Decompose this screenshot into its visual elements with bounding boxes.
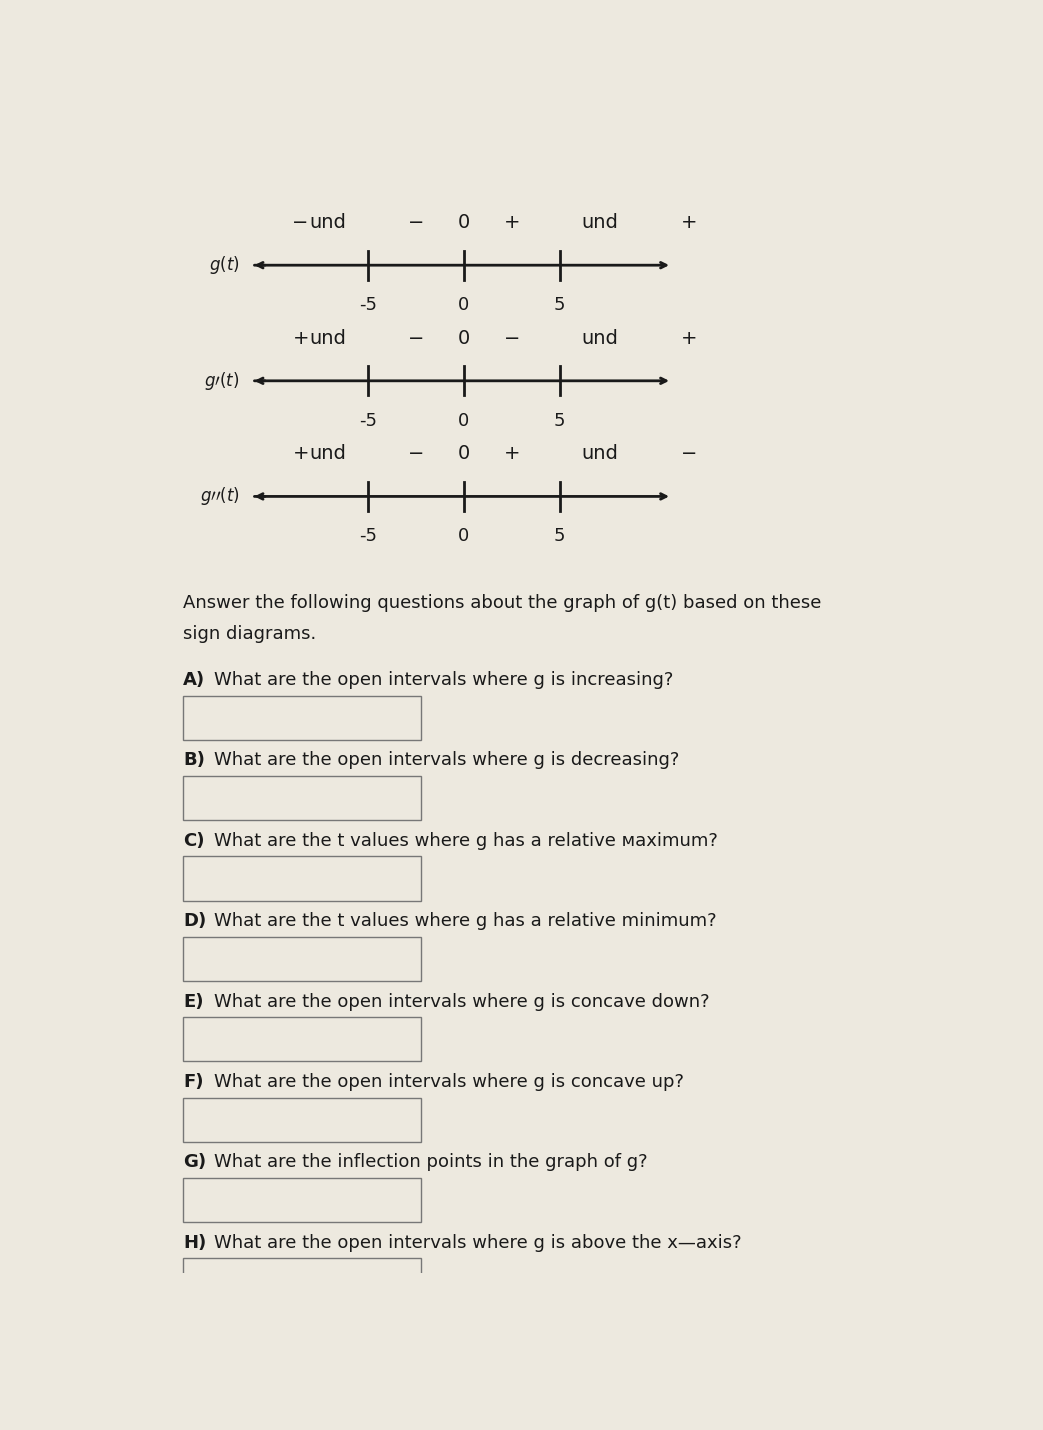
Text: What are the open intervals where g is concave down?: What are the open intervals where g is c… (214, 992, 709, 1011)
Text: Answer the following questions about the graph of g(t) based on these: Answer the following questions about the… (183, 593, 821, 612)
FancyBboxPatch shape (183, 857, 421, 901)
Text: B): B) (183, 752, 204, 769)
Text: −: − (408, 445, 425, 463)
Text: +: + (681, 329, 698, 347)
Text: What are the t values where g has a relative minimum?: What are the t values where g has a rela… (214, 912, 717, 931)
FancyBboxPatch shape (183, 1098, 421, 1141)
Text: und: und (582, 329, 618, 347)
Text: 5: 5 (554, 296, 565, 315)
Text: A): A) (183, 671, 205, 689)
FancyBboxPatch shape (183, 1017, 421, 1061)
Text: −: − (504, 329, 520, 347)
Text: sign diagrams.: sign diagrams. (183, 625, 316, 644)
Text: -5: -5 (359, 296, 377, 315)
Text: +: + (504, 213, 520, 232)
Text: und: und (309, 329, 346, 347)
Text: What are the t values where g has a relative ᴍaximum?: What are the t values where g has a rela… (214, 832, 718, 849)
Text: 0: 0 (458, 445, 470, 463)
Text: und: und (582, 213, 618, 232)
Text: E): E) (183, 992, 203, 1011)
Text: +: + (504, 445, 520, 463)
Text: $\mathit{g\prime\prime(t)}$: $\mathit{g\prime\prime(t)}$ (199, 485, 240, 508)
Text: F): F) (183, 1072, 203, 1091)
FancyBboxPatch shape (183, 1178, 421, 1223)
Text: What are the open intervals where g is increasing?: What are the open intervals where g is i… (214, 671, 673, 689)
Text: What are the open intervals where g is concave up?: What are the open intervals where g is c… (214, 1072, 683, 1091)
Text: 0: 0 (458, 296, 469, 315)
Text: H): H) (183, 1234, 207, 1251)
Text: +: + (292, 445, 309, 463)
Text: +: + (292, 329, 309, 347)
Text: 0: 0 (458, 329, 470, 347)
Text: C): C) (183, 832, 204, 849)
Text: −: − (681, 445, 698, 463)
Text: -5: -5 (359, 528, 377, 545)
Text: −: − (292, 213, 309, 232)
Text: −: − (408, 329, 425, 347)
Text: 0: 0 (458, 213, 470, 232)
Text: 5: 5 (554, 412, 565, 429)
Text: $\mathit{g\prime(t)}$: $\mathit{g\prime(t)}$ (204, 370, 240, 392)
Text: +: + (681, 213, 698, 232)
Text: What are the open intervals where g is decreasing?: What are the open intervals where g is d… (214, 752, 679, 769)
Text: -5: -5 (359, 412, 377, 429)
Text: What are the inflection points in the graph of g?: What are the inflection points in the gr… (214, 1154, 648, 1171)
Text: und: und (309, 445, 346, 463)
FancyBboxPatch shape (183, 776, 421, 821)
Text: 5: 5 (554, 528, 565, 545)
Text: $\mathit{g(t)}$: $\mathit{g(t)}$ (209, 255, 240, 276)
Text: −: − (408, 213, 425, 232)
Text: D): D) (183, 912, 207, 931)
FancyBboxPatch shape (183, 1258, 421, 1303)
Text: und: und (309, 213, 346, 232)
Text: What are the open intervals where g is above the x—axis?: What are the open intervals where g is a… (214, 1234, 742, 1251)
Text: G): G) (183, 1154, 207, 1171)
Text: 0: 0 (458, 412, 469, 429)
FancyBboxPatch shape (183, 696, 421, 739)
Text: 0: 0 (458, 528, 469, 545)
FancyBboxPatch shape (183, 937, 421, 981)
Text: und: und (582, 445, 618, 463)
